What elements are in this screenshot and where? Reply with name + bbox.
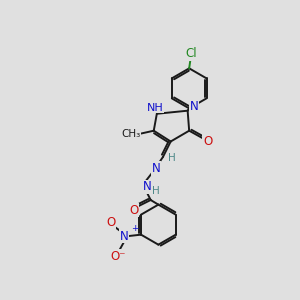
Text: N: N: [120, 230, 128, 243]
Text: O: O: [106, 216, 116, 229]
Text: +: +: [131, 224, 139, 233]
Text: Cl: Cl: [185, 47, 197, 60]
Text: NH: NH: [147, 103, 164, 112]
Text: CH₃: CH₃: [121, 129, 140, 139]
Text: O⁻: O⁻: [110, 250, 126, 263]
Text: N: N: [142, 180, 151, 194]
Text: O: O: [129, 203, 138, 217]
Text: H: H: [168, 153, 176, 164]
Text: N: N: [152, 162, 161, 175]
Text: N: N: [189, 100, 198, 113]
Text: H: H: [152, 186, 160, 196]
Text: O: O: [203, 135, 212, 148]
